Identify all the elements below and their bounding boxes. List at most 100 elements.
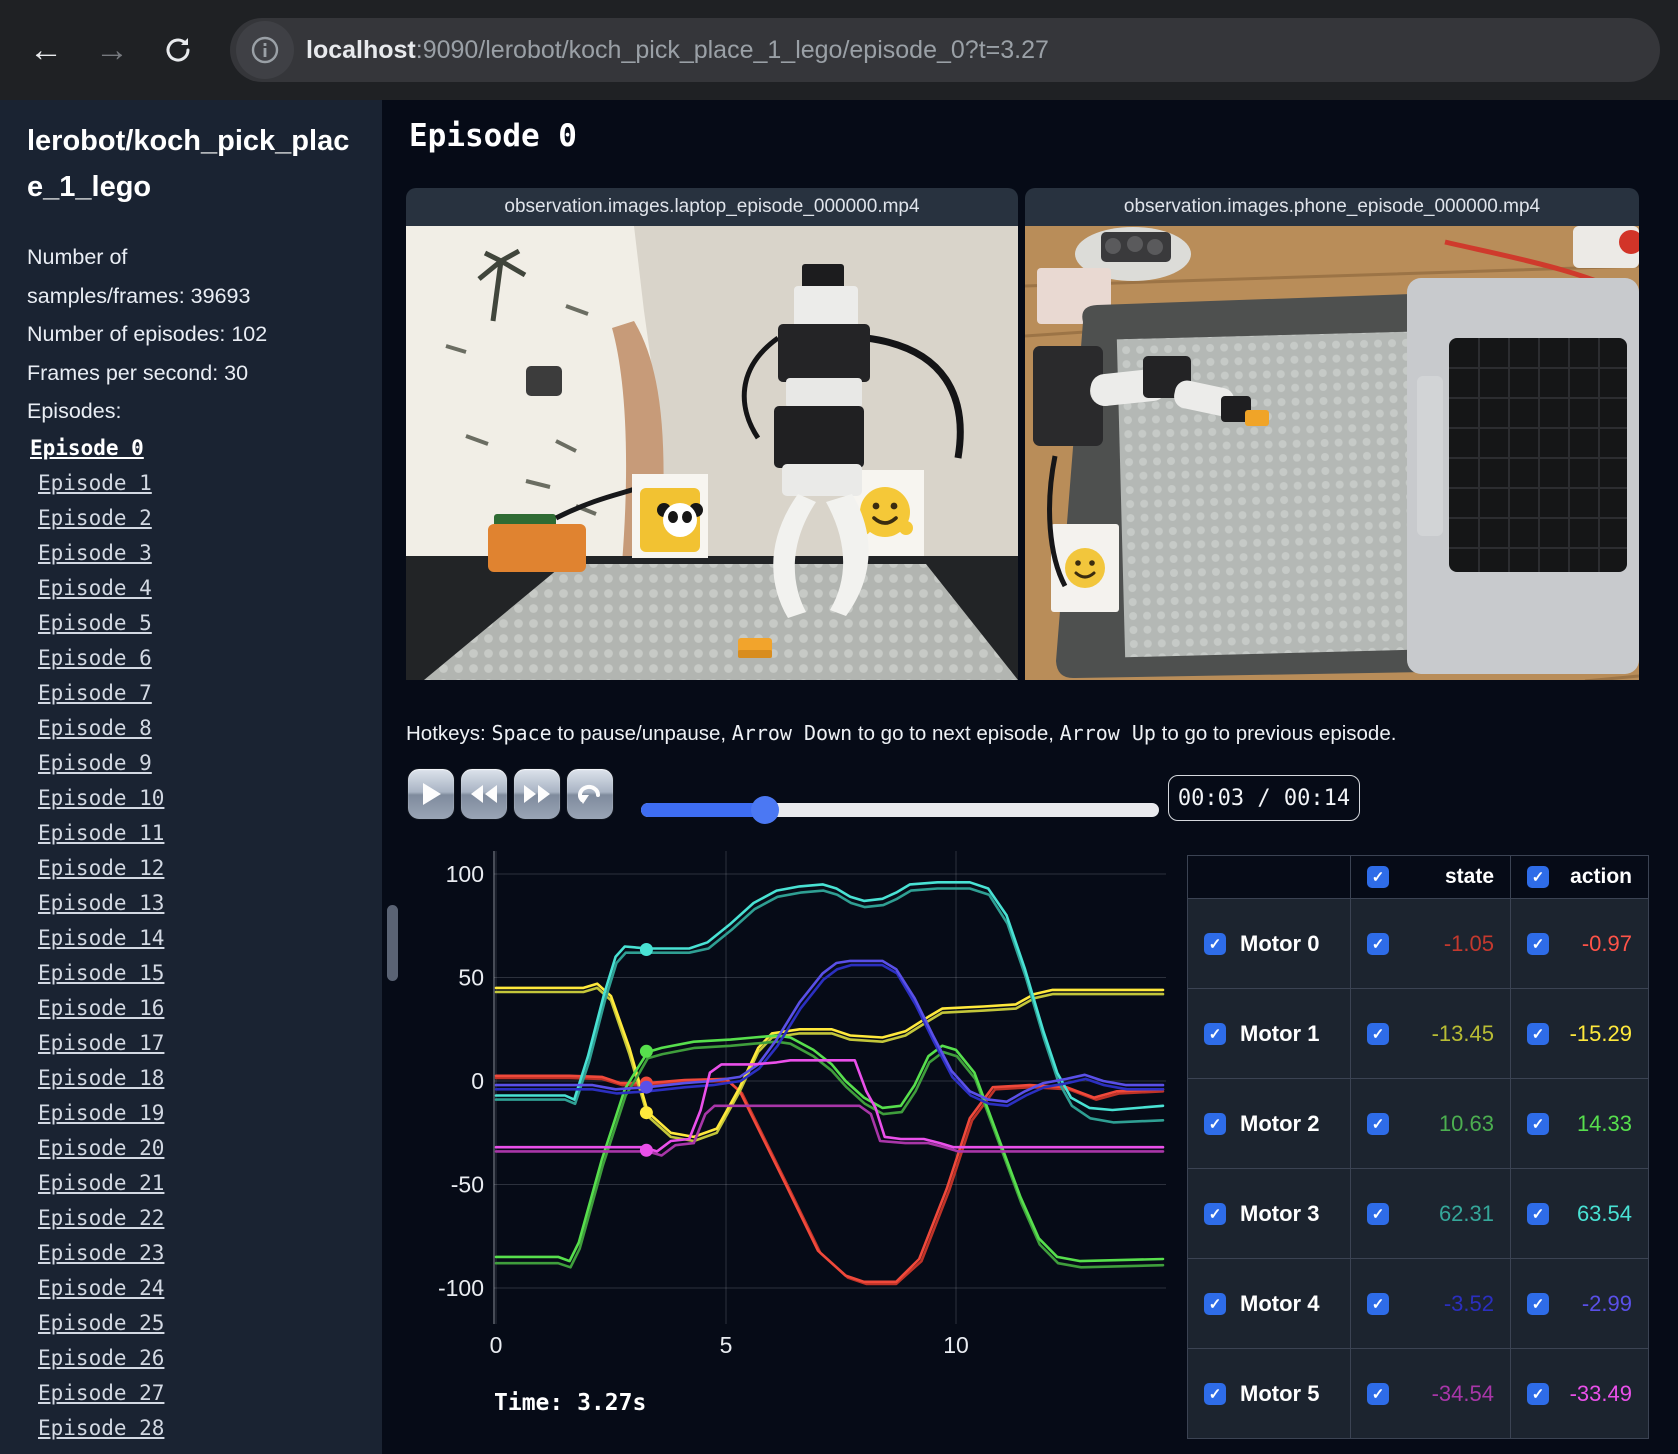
url-text: localhost:9090/lerobot/koch_pick_place_1… <box>306 35 1049 64</box>
episode-link-episode-5[interactable]: Episode 5 <box>38 611 152 635</box>
video-title-phone: observation.images.phone_episode_000000.… <box>1025 188 1639 226</box>
reload-icon[interactable] <box>150 22 206 78</box>
motor-0-state-checkbox[interactable] <box>1367 932 1389 955</box>
episode-link-episode-17[interactable]: Episode 17 <box>38 1031 165 1055</box>
episode-link-episode-8[interactable]: Episode 8 <box>38 716 152 740</box>
svg-text:0: 0 <box>490 1332 503 1358</box>
table-row-motor-5: Motor 5 -34.54 -33.49 <box>1187 1348 1649 1439</box>
motor-table: state action Motor 0 -1.05 -0.97 Motor 1… <box>1187 855 1649 1439</box>
episode-link-episode-4[interactable]: Episode 4 <box>38 576 152 600</box>
scrollbar-thumb[interactable] <box>387 905 398 981</box>
episode-link-episode-14[interactable]: Episode 14 <box>38 926 165 950</box>
state-column-checkbox[interactable] <box>1367 866 1389 888</box>
forward-icon[interactable]: → <box>95 30 129 69</box>
fast-forward-icon <box>524 785 550 803</box>
chart-time-label: Time: 3.27s <box>494 1390 647 1416</box>
episode-link-episode-3[interactable]: Episode 3 <box>38 541 152 565</box>
video-frame-phone <box>1025 226 1639 680</box>
dataset-info-line: Number of episodes: 102 <box>27 322 268 346</box>
motor-3-action-checkbox[interactable] <box>1527 1202 1549 1225</box>
motor-0-state-value: -1.05 <box>1443 930 1494 956</box>
episode-link-episode-22[interactable]: Episode 22 <box>38 1206 165 1230</box>
state-header: state <box>1444 865 1494 888</box>
motor-5-action-checkbox[interactable] <box>1527 1382 1549 1405</box>
episode-link-episode-19[interactable]: Episode 19 <box>38 1101 165 1125</box>
motor-3-checkbox[interactable] <box>1204 1202 1226 1225</box>
play-icon <box>423 783 441 805</box>
episode-link-episode-7[interactable]: Episode 7 <box>38 681 152 705</box>
page-title: Episode 0 <box>409 118 577 154</box>
dataset-info: Number of samples/frames: 39693 Number of … <box>27 238 267 431</box>
dataset-info-line: Frames per second: 30 <box>27 360 249 385</box>
motor-1-state-checkbox[interactable] <box>1367 1022 1389 1045</box>
action-column-checkbox[interactable] <box>1527 866 1549 888</box>
video-frame-laptop <box>406 226 1018 680</box>
motor-4-action-checkbox[interactable] <box>1527 1292 1549 1315</box>
motor-chart: 100 50 0 -50 -100 0 5 10 <box>438 851 1166 1358</box>
fast-forward-button[interactable] <box>513 768 561 820</box>
svg-text:5: 5 <box>720 1332 733 1358</box>
table-row-motor-1: Motor 1 -13.45 -15.29 <box>1187 988 1649 1079</box>
seek-slider[interactable] <box>641 796 1159 824</box>
motor-4-checkbox[interactable] <box>1204 1292 1226 1315</box>
action-header: action <box>1570 865 1632 888</box>
episode-link-episode-15[interactable]: Episode 15 <box>38 961 165 985</box>
loop-button[interactable] <box>566 768 614 820</box>
play-button[interactable] <box>407 768 455 820</box>
svg-text:50: 50 <box>458 965 484 991</box>
seek-slider-thumb[interactable] <box>751 796 780 824</box>
motor-5-state-value: -34.54 <box>1431 1380 1494 1406</box>
video-card-phone: observation.images.phone_episode_000000.… <box>1025 188 1639 680</box>
table-row-motor-0: Motor 0 -1.05 -0.97 <box>1187 898 1649 989</box>
seek-slider-fill <box>641 803 766 817</box>
motor-5-state-checkbox[interactable] <box>1367 1382 1389 1405</box>
motor-4-label: Motor 4 <box>1240 1290 1320 1316</box>
episode-list: Episode 0 Episode 1 Episode 2 Episode 3 Epis… <box>0 432 164 1447</box>
episode-link-episode-18[interactable]: Episode 18 <box>38 1066 165 1090</box>
motor-0-action-value: -0.97 <box>1581 930 1632 956</box>
episode-link-episode-13[interactable]: Episode 13 <box>38 891 165 915</box>
motor-0-action-checkbox[interactable] <box>1527 932 1549 955</box>
motor-3-action-value: 63.54 <box>1576 1200 1632 1226</box>
episode-link-episode-20[interactable]: Episode 20 <box>38 1136 165 1160</box>
episode-link-episode-23[interactable]: Episode 23 <box>38 1241 165 1265</box>
page-info-icon[interactable] <box>236 21 294 79</box>
episode-link-episode-1[interactable]: Episode 1 <box>38 471 152 495</box>
episode-link-episode-26[interactable]: Episode 26 <box>38 1346 165 1370</box>
episode-link-episode-9[interactable]: Episode 9 <box>38 751 152 775</box>
svg-text:10: 10 <box>943 1332 969 1358</box>
svg-text:-100: -100 <box>438 1275 484 1301</box>
episode-link-episode-25[interactable]: Episode 25 <box>38 1311 165 1335</box>
table-header-row: state action <box>1187 855 1649 899</box>
hotkey-key: Arrow Up <box>1059 720 1156 745</box>
episode-link-episode-28[interactable]: Episode 28 <box>38 1416 165 1440</box>
episode-link-episode-2[interactable]: Episode 2 <box>38 506 152 530</box>
motor-3-state-value: 62.31 <box>1438 1200 1494 1226</box>
motor-3-state-checkbox[interactable] <box>1367 1202 1389 1225</box>
motor-5-checkbox[interactable] <box>1204 1382 1226 1405</box>
episode-link-episode-12[interactable]: Episode 12 <box>38 856 165 880</box>
episode-link-episode-21[interactable]: Episode 21 <box>38 1171 165 1195</box>
episode-link-episode-11[interactable]: Episode 11 <box>38 821 165 845</box>
motor-1-action-checkbox[interactable] <box>1527 1022 1549 1045</box>
svg-text:-50: -50 <box>451 1172 484 1198</box>
svg-text:100: 100 <box>446 861 484 887</box>
table-row-motor-2: Motor 2 10.63 14.33 <box>1187 1078 1649 1169</box>
motor-2-checkbox[interactable] <box>1204 1112 1226 1135</box>
svg-text:0: 0 <box>471 1068 484 1094</box>
hotkeys-text: to go to previous episode. <box>1155 721 1397 745</box>
motor-2-action-checkbox[interactable] <box>1527 1112 1549 1135</box>
back-icon[interactable]: ← <box>29 30 63 69</box>
episode-link-episode-16[interactable]: Episode 16 <box>38 996 165 1020</box>
episode-link-episode-10[interactable]: Episode 10 <box>38 786 165 810</box>
rewind-button[interactable] <box>460 768 508 820</box>
url-bar[interactable]: localhost:9090/lerobot/koch_pick_place_1… <box>230 18 1660 82</box>
episode-link-episode-27[interactable]: Episode 27 <box>38 1381 165 1405</box>
episode-link-episode-24[interactable]: Episode 24 <box>38 1276 165 1300</box>
motor-1-checkbox[interactable] <box>1204 1022 1226 1045</box>
motor-0-checkbox[interactable] <box>1204 932 1226 955</box>
motor-4-state-checkbox[interactable] <box>1367 1292 1389 1315</box>
episode-link-episode-0[interactable]: Episode 0 <box>30 436 144 460</box>
episode-link-episode-6[interactable]: Episode 6 <box>38 646 152 670</box>
motor-2-state-checkbox[interactable] <box>1367 1112 1389 1135</box>
